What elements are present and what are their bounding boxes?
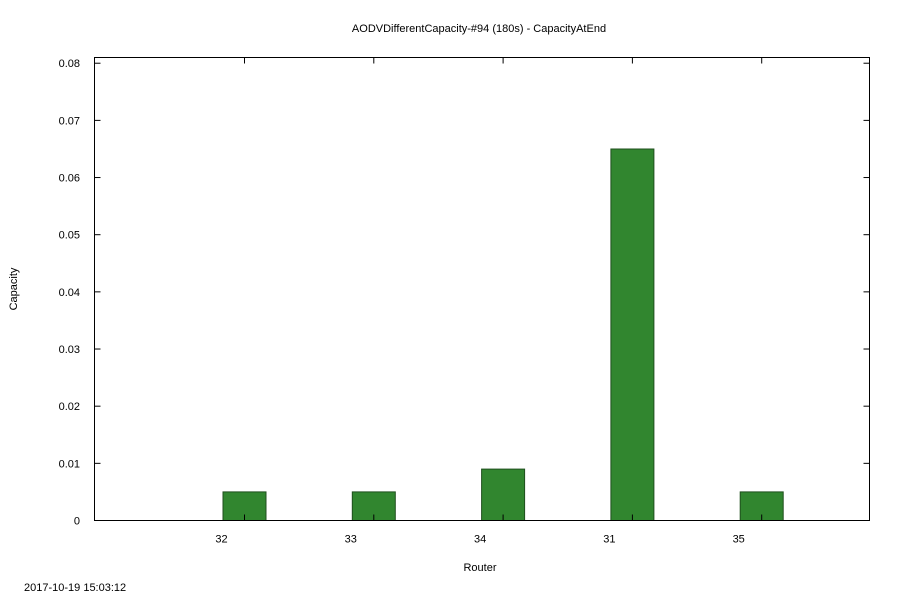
y-tick-label: 0.04 [59, 287, 80, 299]
bar-34 [481, 468, 526, 522]
plot-frame [94, 57, 870, 521]
x-tick-label: 31 [603, 534, 615, 546]
y-tick-label: 0.01 [59, 458, 80, 470]
x-tick-label: 35 [733, 534, 745, 546]
chart-title: AODVDifferentCapacity-#94 (180s) - Capac… [352, 23, 606, 35]
x-tick-label: 34 [474, 534, 486, 546]
y-tick-label: 0.02 [59, 401, 80, 413]
bar-31 [610, 148, 655, 521]
y-tick-label: 0.03 [59, 344, 80, 356]
y-tick-label: 0.05 [59, 230, 80, 242]
bars-group [222, 148, 784, 522]
y-tick-label: 0.07 [59, 115, 80, 127]
y-tick-label: 0.08 [59, 58, 80, 70]
x-tick-label: 33 [345, 534, 357, 546]
x-tick-label: 32 [215, 534, 227, 546]
y-tick-label: 0 [74, 516, 80, 528]
y-axis-label: Capacity [8, 267, 20, 310]
timestamp: 2017-10-19 15:03:12 [24, 582, 127, 594]
tick-labels-group: 32 33 34 31 35 0 0.01 0.02 0.03 0.04 0.05 0.06 0.07 0… [59, 58, 745, 545]
y-tick-label: 0.06 [59, 173, 80, 185]
ticks-group [94, 57, 870, 521]
x-axis-label: Router [463, 562, 496, 574]
